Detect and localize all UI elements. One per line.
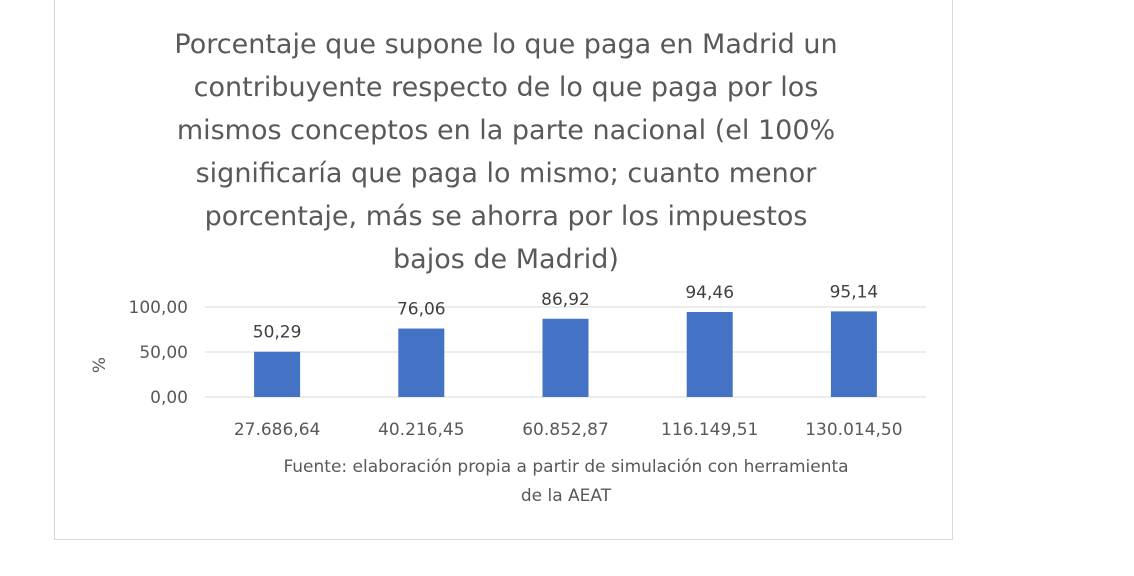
bars	[254, 311, 877, 397]
data-label: 86,92	[541, 290, 590, 310]
x-tick-label: 130.014,50	[805, 420, 902, 440]
chart-title: Porcentaje que supone lo que paga en Mad…	[174, 29, 837, 275]
y-tick-label: 0,00	[150, 388, 188, 408]
bar	[830, 311, 877, 397]
bar	[254, 351, 301, 397]
data-label: 94,46	[685, 283, 734, 303]
y-tick-labels: 0,00 50,00 100,00	[129, 298, 188, 408]
x-tick-label: 116.149,51	[661, 420, 758, 440]
data-label: 50,29	[253, 323, 302, 343]
data-labels: 50,29 76,06 86,92 94,46 95,14	[253, 282, 878, 342]
chart-frame: Porcentaje que supone lo que paga en Mad…	[54, 0, 953, 540]
x-axis-title-line: de la AEAT	[521, 486, 612, 506]
x-tick-labels: 27.686,64 40.216,45 60.852,87 116.149,51 130…	[234, 420, 903, 440]
x-axis-title: Fuente: elaboración propia a partir de s…	[283, 457, 848, 506]
x-tick-label: 60.852,87	[522, 420, 609, 440]
data-label: 95,14	[830, 282, 879, 302]
x-tick-label: 27.686,64	[234, 420, 321, 440]
bar-chart: Porcentaje que supone lo que paga en Mad…	[90, 29, 926, 506]
chart-title-line: mismos conceptos en la parte nacional (e…	[177, 115, 835, 146]
bar	[686, 311, 733, 397]
chart-title-line: contribuyente respecto de lo que paga po…	[194, 72, 819, 103]
x-axis-title-line: Fuente: elaboración propia a partir de s…	[283, 457, 848, 477]
y-tick-label: 50,00	[139, 343, 188, 363]
chart-title-line: porcentaje, más se ahorra por los impues…	[205, 201, 808, 232]
x-tick-label: 40.216,45	[378, 420, 465, 440]
chart-title-line: Porcentaje que supone lo que paga en Mad…	[174, 29, 837, 60]
chart-title-line: significaría que paga lo mismo; cuanto m…	[196, 158, 818, 189]
bar	[542, 318, 589, 397]
chart-title-line: bajos de Madrid)	[393, 244, 619, 275]
bar	[398, 328, 445, 397]
data-label: 76,06	[397, 300, 446, 320]
y-tick-label: 100,00	[129, 298, 188, 318]
y-axis-title: %	[90, 357, 110, 373]
